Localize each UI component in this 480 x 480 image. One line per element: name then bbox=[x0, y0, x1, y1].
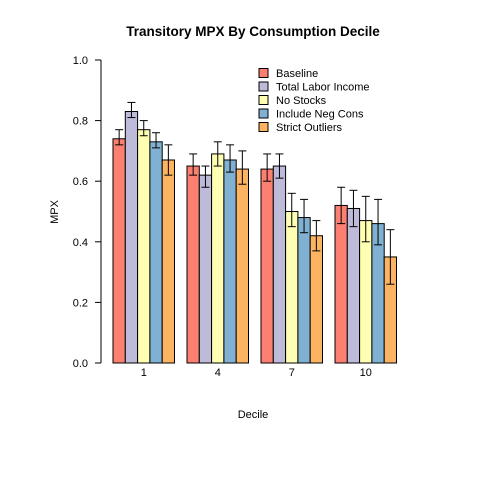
chart-title: Transitory MPX By Consumption Decile bbox=[126, 24, 380, 39]
legend-swatch bbox=[259, 96, 268, 105]
bar bbox=[236, 169, 248, 363]
legend-swatch bbox=[259, 82, 268, 91]
y-tick-label: 0.8 bbox=[73, 116, 88, 128]
bars bbox=[113, 112, 397, 363]
bar bbox=[125, 112, 137, 363]
y-tick-label: 0.6 bbox=[73, 176, 88, 188]
bar bbox=[261, 169, 273, 363]
legend-label: No Stocks bbox=[276, 95, 327, 107]
bar bbox=[273, 166, 285, 363]
x-axis: 1 4 7 10 bbox=[141, 367, 372, 379]
bar bbox=[212, 154, 224, 363]
bar bbox=[286, 212, 298, 364]
bar bbox=[224, 160, 236, 363]
y-tick-label: 0.2 bbox=[73, 297, 88, 309]
legend-swatch bbox=[259, 123, 268, 132]
y-tick-label: 0.0 bbox=[73, 358, 88, 370]
bar bbox=[335, 205, 347, 363]
legend-label: Baseline bbox=[276, 68, 318, 80]
bar bbox=[150, 142, 162, 363]
bar bbox=[162, 160, 174, 363]
bar bbox=[138, 130, 150, 363]
legend-swatch bbox=[259, 69, 268, 78]
y-tick-label: 0.4 bbox=[73, 237, 88, 249]
legend-label: Include Neg Cons bbox=[276, 109, 364, 121]
bar bbox=[298, 218, 310, 363]
bar bbox=[187, 166, 199, 363]
legend-swatch bbox=[259, 109, 268, 118]
y-tick-label: 1.0 bbox=[73, 55, 88, 67]
legend-label: Total Labor Income bbox=[276, 82, 370, 94]
bar bbox=[199, 175, 211, 363]
x-axis-label: Decile bbox=[238, 409, 269, 421]
bar bbox=[310, 236, 322, 363]
x-tick-label: 1 bbox=[141, 367, 147, 379]
y-axis: 0.0 0.2 0.4 0.6 0.8 1.0 bbox=[73, 55, 101, 370]
x-tick-label: 10 bbox=[360, 367, 372, 379]
legend-label: Strict Outliers bbox=[276, 122, 343, 134]
x-tick-label: 7 bbox=[289, 367, 295, 379]
y-axis-label: MPX bbox=[49, 199, 61, 224]
bar bbox=[113, 139, 125, 363]
x-tick-label: 4 bbox=[215, 367, 221, 379]
bar bbox=[347, 208, 359, 363]
